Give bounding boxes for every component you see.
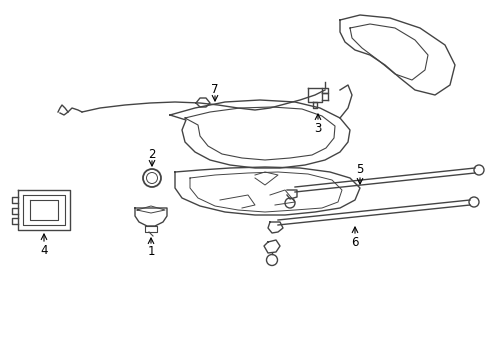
Text: 1: 1 <box>147 244 155 257</box>
Text: 2: 2 <box>148 148 156 161</box>
Text: 3: 3 <box>314 122 322 135</box>
Text: 4: 4 <box>40 243 48 257</box>
Text: 6: 6 <box>351 235 359 248</box>
Text: 7: 7 <box>211 82 219 95</box>
Text: 5: 5 <box>356 162 364 176</box>
